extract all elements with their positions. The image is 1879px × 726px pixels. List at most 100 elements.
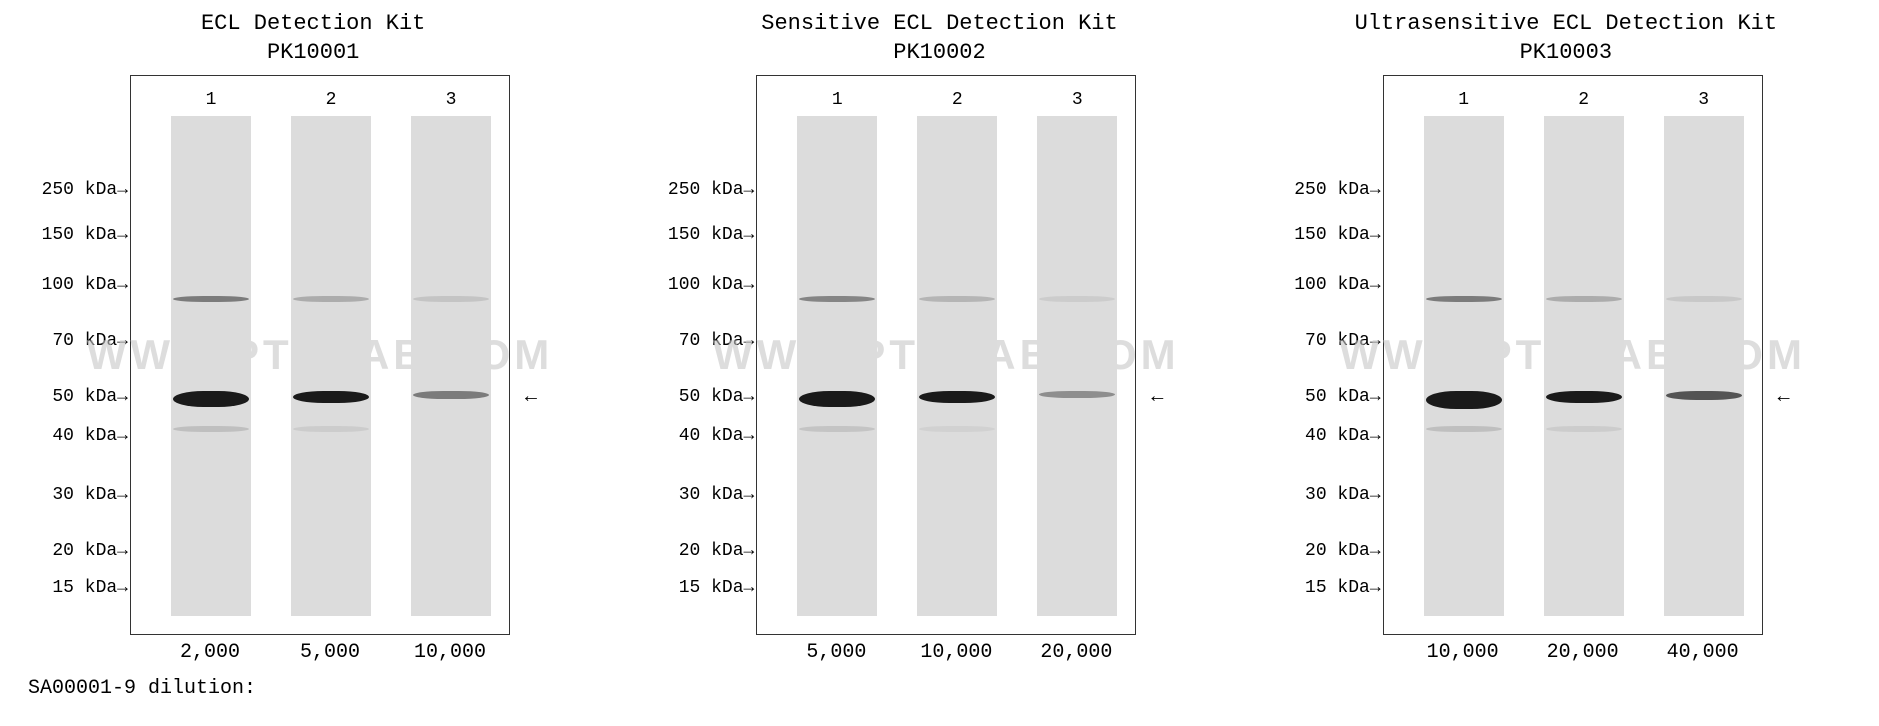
dilution-value: 20,000 bbox=[1036, 641, 1116, 664]
mw-marker-label: 15 kDa→ bbox=[679, 578, 755, 598]
panel-title-line1: Sensitive ECL Detection Kit bbox=[646, 10, 1232, 39]
dilution-row: 5,00010,00020,000 bbox=[646, 641, 1232, 664]
blot-panel: Ultrasensitive ECL Detection KitPK10003 2… bbox=[1273, 10, 1859, 716]
lane-strip bbox=[171, 116, 251, 616]
mw-marker-label: 50 kDa→ bbox=[1305, 387, 1381, 407]
band-faint-40kda bbox=[1546, 426, 1622, 432]
band-upper bbox=[413, 296, 489, 302]
marker-column: 250 kDa→ 150 kDa→ 100 kDa→ 70 kDa→ 50 kDa→ 40… bbox=[1283, 75, 1383, 635]
dilution-values: 2,000 5,000 10,000 bbox=[130, 641, 510, 664]
marker-column: 250 kDa→150 kDa→100 kDa→70 kDa→50 kDa→40… bbox=[656, 75, 756, 635]
band-main bbox=[1426, 391, 1502, 409]
lane-number: 3 bbox=[1037, 90, 1117, 110]
blot-panel: ECL Detection KitPK10001250 kDa→150 kDa→… bbox=[20, 10, 606, 716]
panel-title-line1: ECL Detection Kit bbox=[20, 10, 606, 39]
panel-title: ECL Detection KitPK10001 bbox=[20, 10, 606, 67]
mw-marker-label: 40 kDa→ bbox=[679, 426, 755, 446]
mw-marker-label: 30 kDa→ bbox=[52, 485, 128, 505]
band-upper bbox=[919, 296, 995, 302]
band-main bbox=[173, 391, 249, 407]
blot-box: WWW.PTGLAB.COM123← bbox=[756, 75, 1136, 635]
band-faint-40kda bbox=[799, 426, 875, 432]
band-faint-40kda bbox=[919, 426, 995, 432]
band-upper bbox=[799, 296, 875, 302]
mw-marker-label: 40 kDa→ bbox=[52, 426, 128, 446]
mw-marker-label: 150 kDa→ bbox=[1294, 225, 1380, 245]
dilution-row: 2,000 5,000 10,000 bbox=[20, 641, 606, 664]
dilution-value: 5,000 bbox=[290, 641, 370, 664]
lane-number: 2 bbox=[1544, 90, 1624, 110]
blot-area: 250 kDa→ 150 kDa→ 100 kDa→ 70 kDa→ 50 kDa→ 40… bbox=[30, 75, 606, 635]
lane-strip bbox=[411, 116, 491, 616]
dilution-value: 2,000 bbox=[170, 641, 250, 664]
panel-title-line1: Ultrasensitive ECL Detection Kit bbox=[1273, 10, 1859, 39]
band-main bbox=[1039, 391, 1115, 398]
dilution-value: 10,000 bbox=[410, 641, 490, 664]
band-main bbox=[799, 391, 875, 407]
band-main bbox=[293, 391, 369, 403]
lane-number: 2 bbox=[291, 90, 371, 110]
band-main bbox=[919, 391, 995, 403]
band-upper bbox=[1426, 296, 1502, 302]
mw-marker-label: 15 kDa→ bbox=[52, 578, 128, 598]
lane-number: 2 bbox=[917, 90, 997, 110]
dilution-row: 10,000 20,000 40,000 bbox=[1273, 641, 1859, 664]
mw-marker-label: 40 kDa→ bbox=[1305, 426, 1381, 446]
lane-strip bbox=[1424, 116, 1504, 616]
lane-strip bbox=[1037, 116, 1117, 616]
panel-title-line2: PK10001 bbox=[20, 39, 606, 68]
blot-panel: Sensitive ECL Detection KitPK10002250 kD… bbox=[646, 10, 1232, 716]
lane-strip bbox=[1664, 116, 1744, 616]
mw-marker-label: 100 kDa→ bbox=[668, 275, 754, 295]
band-upper bbox=[1546, 296, 1622, 302]
band-faint-40kda bbox=[173, 426, 249, 432]
marker-column: 250 kDa→ 150 kDa→ 100 kDa→ 70 kDa→ 50 kDa→ 40… bbox=[30, 75, 130, 635]
dilution-value: 10,000 bbox=[916, 641, 996, 664]
band-main bbox=[1546, 391, 1622, 403]
dilution-axis-label: SA00001-9 dilution: bbox=[28, 677, 256, 700]
mw-marker-label: 20 kDa→ bbox=[1305, 541, 1381, 561]
mw-marker-label: 250 kDa→ bbox=[42, 180, 128, 200]
mw-marker-label: 100 kDa→ bbox=[42, 275, 128, 295]
mw-marker-label: 20 kDa→ bbox=[679, 541, 755, 561]
panel-title: Ultrasensitive ECL Detection KitPK10003 bbox=[1273, 10, 1859, 67]
mw-marker-label: 70 kDa→ bbox=[679, 331, 755, 351]
target-arrow-icon: ← bbox=[1151, 386, 1163, 409]
band-main bbox=[1666, 391, 1742, 400]
dilution-values: 10,000 20,000 40,000 bbox=[1383, 641, 1763, 664]
target-arrow-icon: ← bbox=[1778, 386, 1790, 409]
mw-marker-label: 70 kDa→ bbox=[1305, 331, 1381, 351]
mw-marker-label: 30 kDa→ bbox=[679, 485, 755, 505]
mw-marker-label: 100 kDa→ bbox=[1294, 275, 1380, 295]
dilution-value: 20,000 bbox=[1543, 641, 1623, 664]
mw-marker-label: 20 kDa→ bbox=[52, 541, 128, 561]
lane-number: 1 bbox=[1424, 90, 1504, 110]
dilution-value: 10,000 bbox=[1423, 641, 1503, 664]
band-upper bbox=[1666, 296, 1742, 302]
band-upper bbox=[173, 296, 249, 302]
lane-number: 3 bbox=[411, 90, 491, 110]
mw-marker-label: 50 kDa→ bbox=[679, 387, 755, 407]
dilution-values: 5,00010,00020,000 bbox=[756, 641, 1136, 664]
lane-strip bbox=[797, 116, 877, 616]
panels-container: ECL Detection KitPK10001250 kDa→150 kDa→… bbox=[20, 10, 1859, 716]
lane-number: 1 bbox=[797, 90, 877, 110]
lane-strip bbox=[917, 116, 997, 616]
band-upper bbox=[1039, 296, 1115, 302]
mw-marker-label: 50 kDa→ bbox=[52, 387, 128, 407]
panel-title-line2: PK10003 bbox=[1273, 39, 1859, 68]
lane-strip bbox=[291, 116, 371, 616]
mw-marker-label: 250 kDa→ bbox=[668, 180, 754, 200]
panel-title: Sensitive ECL Detection KitPK10002 bbox=[646, 10, 1232, 67]
mw-marker-label: 150 kDa→ bbox=[42, 225, 128, 245]
blot-box: WWW.PTGLAB.COM123← bbox=[130, 75, 510, 635]
blot-box: WWW.PTGLAB.COM123← bbox=[1383, 75, 1763, 635]
lane-number: 3 bbox=[1664, 90, 1744, 110]
target-arrow-icon: ← bbox=[525, 386, 537, 409]
blot-area: 250 kDa→150 kDa→100 kDa→70 kDa→50 kDa→40… bbox=[656, 75, 1232, 635]
dilution-value: 40,000 bbox=[1663, 641, 1743, 664]
mw-marker-label: 70 kDa→ bbox=[52, 331, 128, 351]
mw-marker-label: 30 kDa→ bbox=[1305, 485, 1381, 505]
panel-title-line2: PK10002 bbox=[646, 39, 1232, 68]
mw-marker-label: 250 kDa→ bbox=[1294, 180, 1380, 200]
